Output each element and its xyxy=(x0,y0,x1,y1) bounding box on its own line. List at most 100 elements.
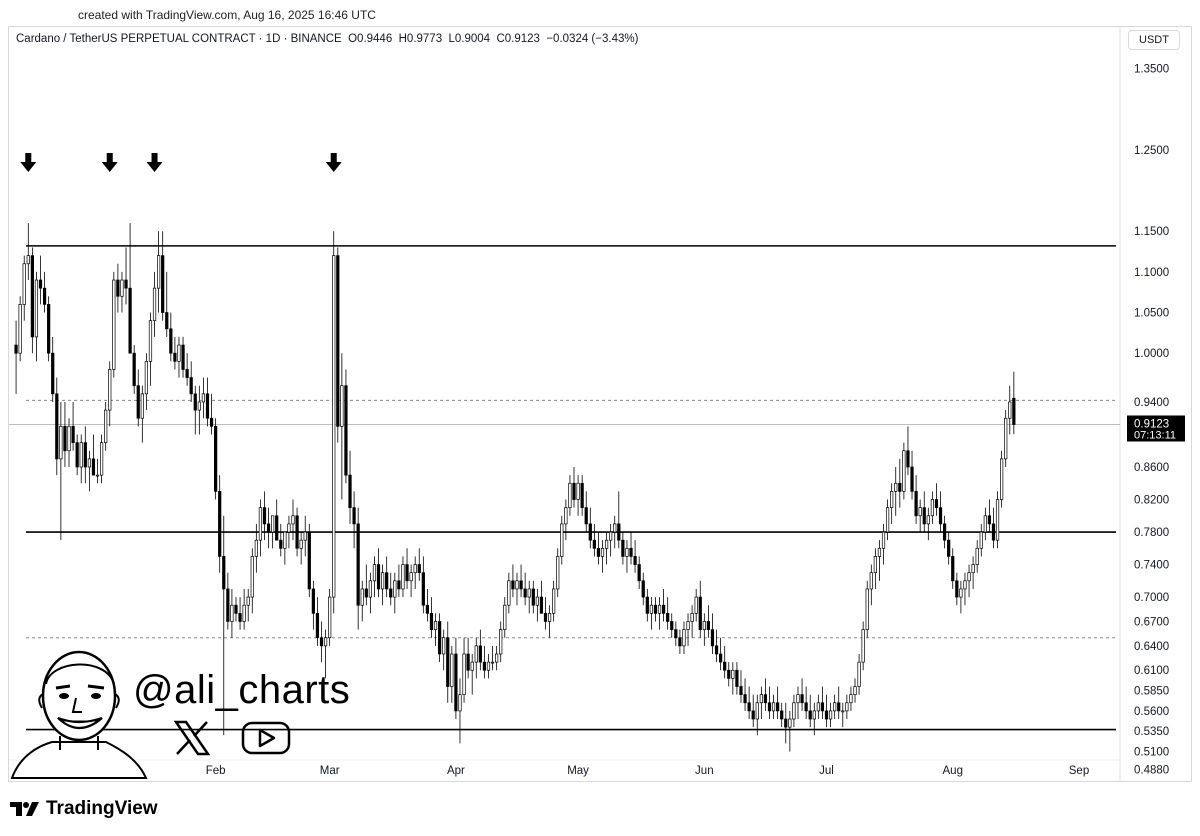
candle-body xyxy=(930,499,935,517)
candle-body xyxy=(205,393,210,419)
candle-body xyxy=(645,596,649,614)
y-tick-label: 0.4880 xyxy=(1134,764,1169,776)
candle-body xyxy=(890,491,894,509)
candle-body xyxy=(34,279,39,338)
candle-body xyxy=(812,710,816,720)
y-tick-label: 0.7400 xyxy=(1134,560,1169,572)
candle-body xyxy=(963,580,967,590)
candle-body xyxy=(401,564,405,590)
candle-body xyxy=(604,539,609,549)
candle-body xyxy=(934,499,939,509)
candle-body xyxy=(755,702,759,720)
candle-body xyxy=(55,393,59,460)
candle-body xyxy=(837,702,841,712)
candle-body xyxy=(22,263,26,305)
candle-body xyxy=(222,556,226,590)
candle-body xyxy=(666,612,670,622)
candle-body xyxy=(462,653,466,695)
candle-body xyxy=(670,621,674,630)
candle-body xyxy=(63,426,67,452)
arrow-down-icon xyxy=(146,153,163,172)
y-tick-label: 1.2500 xyxy=(1134,145,1169,157)
candle-body xyxy=(291,515,295,525)
candle-body xyxy=(474,645,478,663)
candle-body xyxy=(266,523,271,533)
candle-body xyxy=(193,393,197,411)
candle-body xyxy=(568,482,572,509)
candle-body xyxy=(140,393,144,419)
candle-body xyxy=(185,369,189,378)
candle-body xyxy=(116,279,120,297)
candle-body xyxy=(87,458,91,468)
candle-body xyxy=(792,702,796,720)
candle-body xyxy=(865,588,869,630)
y-tick-label: 1.3500 xyxy=(1134,64,1169,76)
candle-body xyxy=(356,523,360,606)
candle-body xyxy=(641,580,645,598)
candle-body xyxy=(885,507,890,533)
candle-body xyxy=(214,426,218,492)
x-tick-label: Mar xyxy=(320,765,340,777)
candle-body xyxy=(808,710,812,720)
candle-body xyxy=(625,547,629,557)
candle-body xyxy=(340,385,344,427)
tradingview-brand[interactable]: TradingView xyxy=(10,798,158,820)
candle-body xyxy=(156,255,161,289)
candle-body xyxy=(466,653,470,671)
avatar-illustration xyxy=(10,650,148,779)
candle-body xyxy=(454,653,458,712)
candle-body xyxy=(344,385,348,476)
candle-body xyxy=(128,287,132,354)
candle-body xyxy=(588,523,592,541)
candle-body xyxy=(918,507,922,517)
candle-body xyxy=(788,718,792,728)
candle-body xyxy=(95,474,100,477)
candle-body xyxy=(771,702,776,712)
candle-body xyxy=(633,556,637,565)
y-tick-label: 0.5350 xyxy=(1134,726,1169,738)
candle-body xyxy=(739,686,743,695)
candle-body xyxy=(873,556,877,574)
y-tick-label: 0.8600 xyxy=(1134,462,1169,474)
candle-body xyxy=(458,694,462,712)
candle-body xyxy=(51,352,55,395)
candle-body xyxy=(780,710,784,720)
candle-body xyxy=(1004,417,1008,460)
candle-body xyxy=(152,287,157,322)
candle-body xyxy=(706,621,711,630)
currency-unit-button[interactable]: USDT xyxy=(1128,30,1180,50)
candle-body xyxy=(682,629,686,647)
candle-body xyxy=(971,564,975,574)
candle-body xyxy=(189,377,193,395)
candle-body xyxy=(250,556,254,598)
candle-body xyxy=(405,564,409,582)
candle-body xyxy=(67,426,71,452)
candle-body xyxy=(42,287,47,305)
candle-body xyxy=(165,312,169,330)
candle-body xyxy=(307,531,311,590)
y-tick-label: 1.0500 xyxy=(1134,308,1169,320)
candle-body xyxy=(470,661,474,671)
candle-body xyxy=(120,279,124,297)
candle-body xyxy=(698,596,702,630)
candle-body xyxy=(279,539,283,549)
candle-body xyxy=(987,515,992,525)
candle-body xyxy=(507,580,511,606)
candle-body xyxy=(254,539,258,557)
candle-body xyxy=(283,531,287,549)
candle-body xyxy=(246,596,250,606)
candle-body xyxy=(959,588,963,598)
x-logo-icon[interactable] xyxy=(172,720,212,756)
candle-body xyxy=(690,612,694,622)
candle-body xyxy=(348,474,352,509)
y-tick-label: 0.5100 xyxy=(1134,747,1169,759)
candle-body xyxy=(833,702,837,712)
candle-body xyxy=(201,393,206,403)
chart-credit: created with TradingView.com, Aug 16, 20… xyxy=(78,8,376,22)
tradingview-wordmark: TradingView xyxy=(46,798,158,819)
candle-body xyxy=(490,661,495,664)
youtube-icon[interactable] xyxy=(241,720,291,756)
y-tick-label: 0.6100 xyxy=(1134,665,1169,677)
candle-body xyxy=(906,450,910,468)
candle-body xyxy=(181,344,185,370)
